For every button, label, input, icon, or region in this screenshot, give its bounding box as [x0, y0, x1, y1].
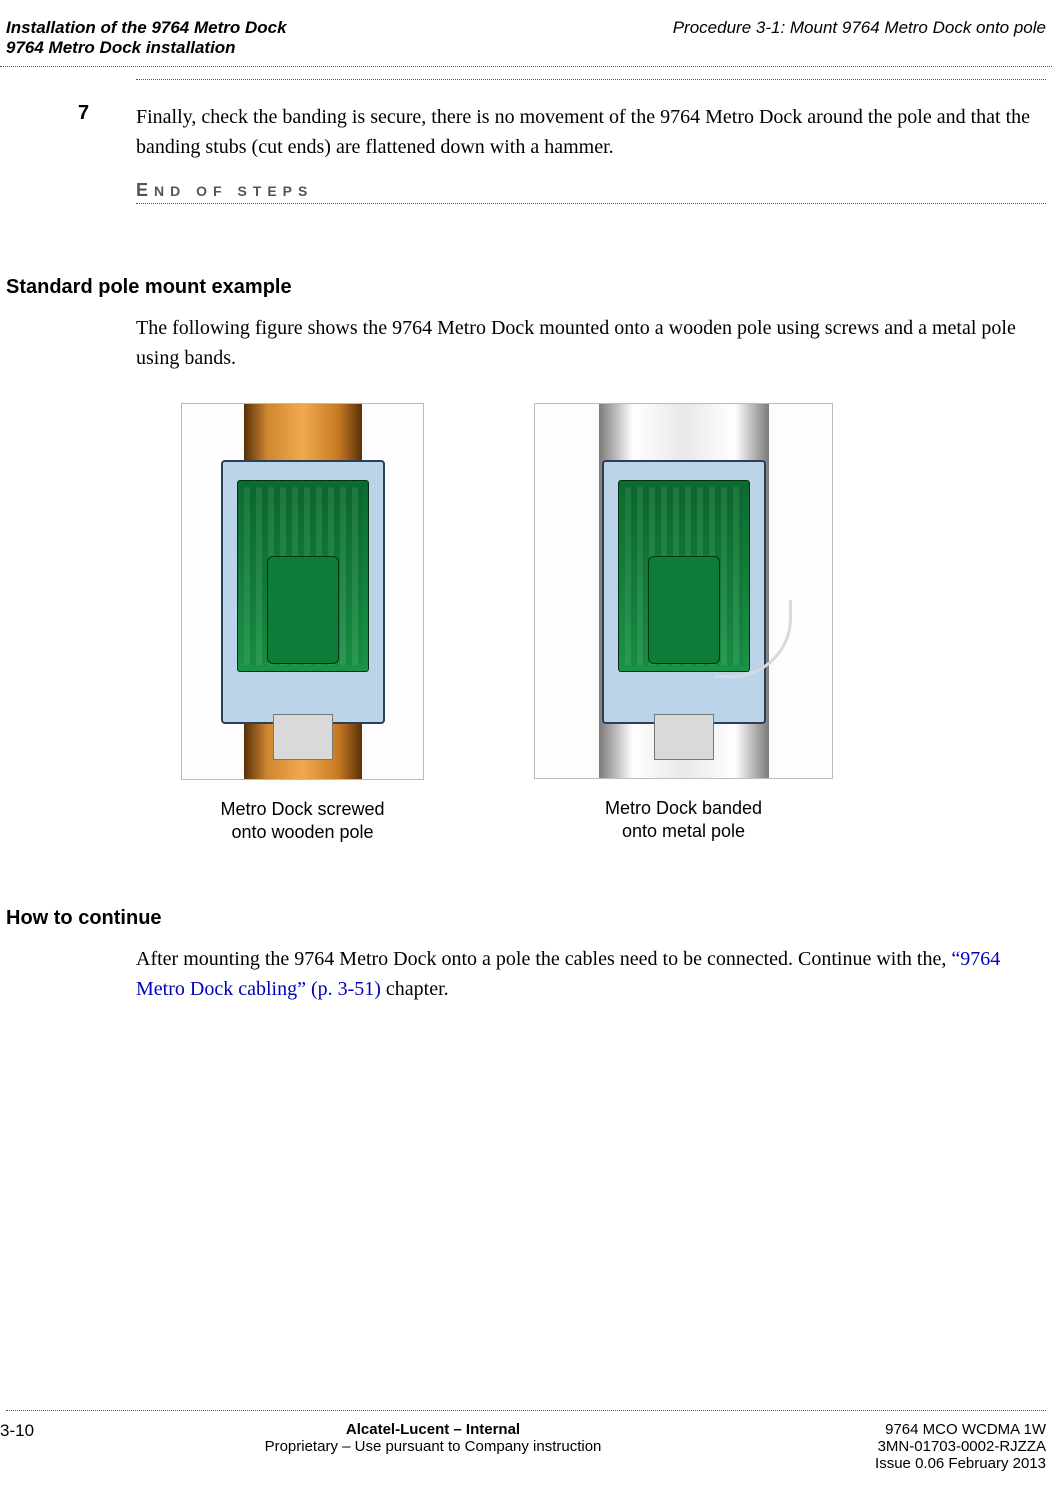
- footer-page-number: 3-10: [0, 1421, 80, 1441]
- step-number: 7: [78, 102, 136, 162]
- figure-metal-pole: Metro Dock banded onto metal pole: [534, 403, 833, 845]
- step-text: Finally, check the banding is secure, th…: [136, 102, 1046, 162]
- figure-wooden-caption-l1: Metro Dock screwed: [220, 798, 384, 821]
- footer-proprietary: Proprietary – Use pursuant to Company in…: [80, 1438, 786, 1455]
- device-panel: [267, 556, 339, 664]
- page-footer: 3-10 Alcatel-Lucent – Internal Proprieta…: [0, 1410, 1052, 1472]
- footer-center: Alcatel-Lucent – Internal Proprietary – …: [80, 1421, 786, 1455]
- footer-right: 9764 MCO WCDMA 1W 3MN-01703-0002-RJZZA I…: [786, 1421, 1046, 1472]
- end-of-steps-label: END OF STEPS: [136, 180, 313, 201]
- step-top-divider: [136, 79, 1046, 80]
- header-divider: [0, 66, 1052, 67]
- footer-doc-title: 9764 MCO WCDMA 1W: [786, 1421, 1046, 1438]
- figure-metal-image: [534, 403, 833, 779]
- page-header: Installation of the 9764 Metro Dock 9764…: [0, 0, 1052, 66]
- step-row: 7 Finally, check the banding is secure, …: [6, 102, 1046, 162]
- section-heading-continue: How to continue: [6, 907, 1046, 930]
- section-continue-paragraph: After mounting the 9764 Metro Dock onto …: [136, 944, 1026, 1004]
- header-left-line2: 9764 Metro Dock installation: [6, 38, 287, 58]
- continue-pre: After mounting the 9764 Metro Dock onto …: [136, 948, 951, 970]
- figure-metal-caption-l2: onto metal pole: [605, 820, 762, 843]
- figures-row: Metro Dock screwed onto wooden pole Metr…: [181, 403, 1046, 845]
- device-panel-2: [648, 556, 720, 664]
- content-area: 7 Finally, check the banding is secure, …: [0, 79, 1052, 1004]
- device-graphic: [221, 460, 385, 724]
- figure-metal-caption-l1: Metro Dock banded: [605, 797, 762, 820]
- end-of-steps: END OF STEPS: [136, 180, 1046, 204]
- end-of-steps-divider: [136, 203, 1046, 204]
- continue-post: chapter.: [381, 978, 449, 1000]
- banding-graphic: [714, 600, 792, 678]
- section-heading-example: Standard pole mount example: [6, 276, 1046, 299]
- footer-issue: Issue 0.06 February 2013: [786, 1455, 1046, 1472]
- header-left: Installation of the 9764 Metro Dock 9764…: [6, 18, 287, 58]
- figure-wooden-pole: Metro Dock screwed onto wooden pole: [181, 403, 424, 845]
- figure-wooden-caption-l2: onto wooden pole: [220, 821, 384, 844]
- header-left-line1: Installation of the 9764 Metro Dock: [6, 18, 287, 38]
- footer-company: Alcatel-Lucent – Internal: [80, 1421, 786, 1438]
- figure-wooden-caption: Metro Dock screwed onto wooden pole: [220, 798, 384, 845]
- device-foot-2: [654, 714, 714, 760]
- device-foot: [273, 714, 333, 760]
- footer-columns: 3-10 Alcatel-Lucent – Internal Proprieta…: [0, 1417, 1052, 1472]
- footer-doc-id: 3MN-01703-0002-RJZZA: [786, 1438, 1046, 1455]
- device-graphic-2: [602, 460, 766, 724]
- header-right: Procedure 3-1: Mount 9764 Metro Dock ont…: [673, 18, 1046, 58]
- figure-metal-caption: Metro Dock banded onto metal pole: [605, 797, 762, 844]
- footer-divider: [6, 1410, 1046, 1411]
- figure-wooden-image: [181, 403, 424, 780]
- section-example-paragraph: The following figure shows the 9764 Metr…: [136, 313, 1026, 373]
